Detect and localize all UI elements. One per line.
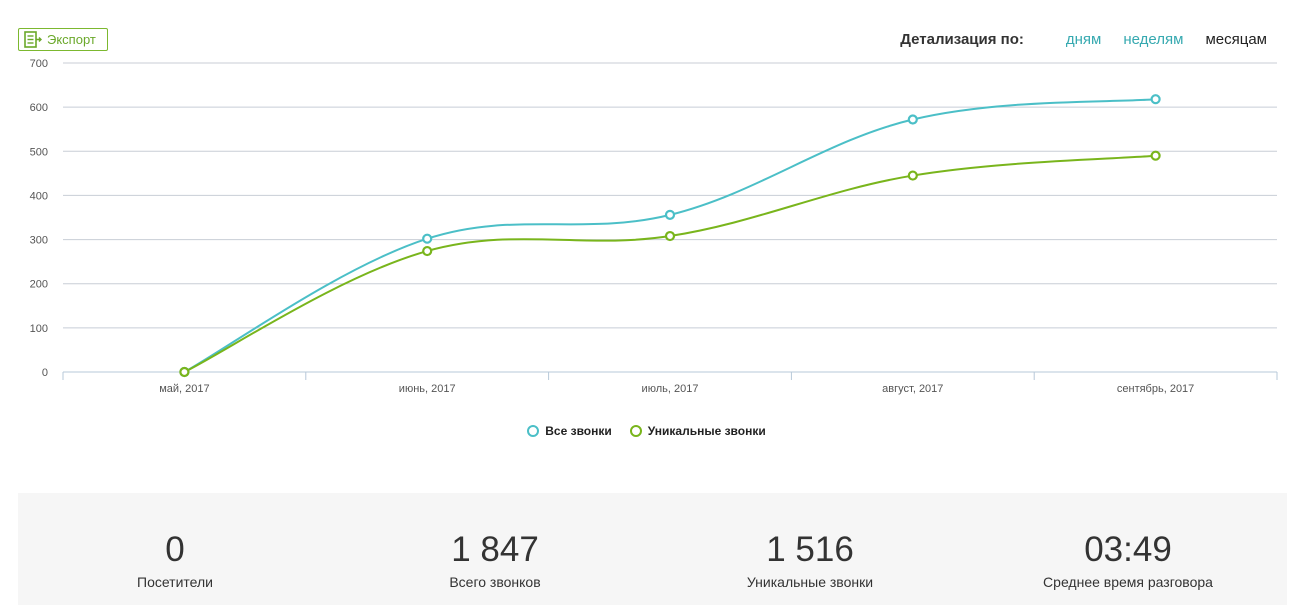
export-button[interactable]: Экспорт — [18, 28, 108, 51]
stat-label: Всего звонков — [449, 574, 541, 590]
x-tick-label: сентябрь, 2017 — [1117, 383, 1194, 395]
data-point-all-calls — [422, 233, 433, 244]
y-tick-label: 400 — [30, 190, 48, 202]
y-tick-label: 700 — [30, 58, 48, 70]
legend-label-all-calls: Все звонки — [545, 424, 612, 438]
stat-label: Посетители — [137, 574, 213, 590]
legend-item-all-calls[interactable]: Все звонки — [527, 424, 612, 438]
data-point-all-calls — [1150, 94, 1161, 105]
y-tick-label: 300 — [30, 235, 48, 247]
data-point-unique-calls — [422, 245, 433, 257]
y-tick-label: 600 — [30, 102, 48, 114]
chart-legend: Все звонки Уникальные звонки — [0, 424, 1293, 438]
legend-item-unique-calls[interactable]: Уникальные звонки — [629, 424, 766, 438]
stat-value: 1 516 — [766, 530, 854, 569]
stats-panel: 0 Посетители 1 847 Всего звонков 1 516 У… — [18, 493, 1287, 605]
export-label: Экспорт — [47, 32, 96, 47]
detail-option-months[interactable]: месяцам — [1205, 31, 1267, 48]
x-tick-label: май, 2017 — [159, 383, 209, 395]
detail-option-days[interactable]: дням — [1065, 31, 1102, 48]
data-point-all-calls — [664, 209, 676, 220]
legend-marker-unique-calls-icon — [629, 425, 642, 437]
calls-chart: 0 100 200 300 400 500 600 700 май, 2017 июнь, 201… — [30, 58, 1278, 395]
stat-unique-calls: 1 516 Уникальные звонки — [660, 493, 960, 591]
stat-value: 03:49 — [1084, 530, 1172, 569]
y-tick-label: 200 — [30, 279, 48, 291]
series-line-unique-calls — [183, 154, 1156, 373]
x-tick-label: август, 2017 — [882, 383, 943, 395]
data-point-unique-calls — [907, 170, 918, 181]
x-tick-label: июль, 2017 — [642, 383, 699, 395]
stat-label: Среднее время разговора — [1043, 574, 1213, 590]
detail-option-weeks[interactable]: неделям — [1123, 31, 1184, 48]
data-point-unique-calls — [179, 366, 190, 378]
stat-label: Уникальные звонки — [746, 574, 874, 590]
data-point-unique-calls — [1150, 150, 1161, 161]
stat-value: 1 847 — [451, 530, 539, 569]
stat-total-calls: 1 847 Всего звонков — [345, 493, 645, 591]
y-tick-label: 0 — [42, 367, 48, 379]
legend-marker-all-calls-icon — [527, 425, 540, 437]
data-point-all-calls — [907, 114, 918, 125]
stat-avg-talk-time: 03:49 Среднее время разговора — [978, 493, 1278, 591]
detail-label: Детализация по: — [900, 31, 1024, 48]
data-point-unique-calls — [664, 230, 676, 242]
legend-label-unique-calls: Уникальные звонки — [647, 424, 766, 438]
stat-value: 0 — [165, 530, 185, 569]
stat-visitors: 0 Посетители — [25, 493, 325, 591]
detail-switcher: Детализация по: дням неделям месяцам — [900, 31, 1267, 48]
y-tick-label: 500 — [30, 146, 48, 158]
y-tick-label: 100 — [30, 323, 48, 335]
export-icon — [24, 31, 42, 48]
x-tick-label: июнь, 2017 — [399, 383, 456, 395]
